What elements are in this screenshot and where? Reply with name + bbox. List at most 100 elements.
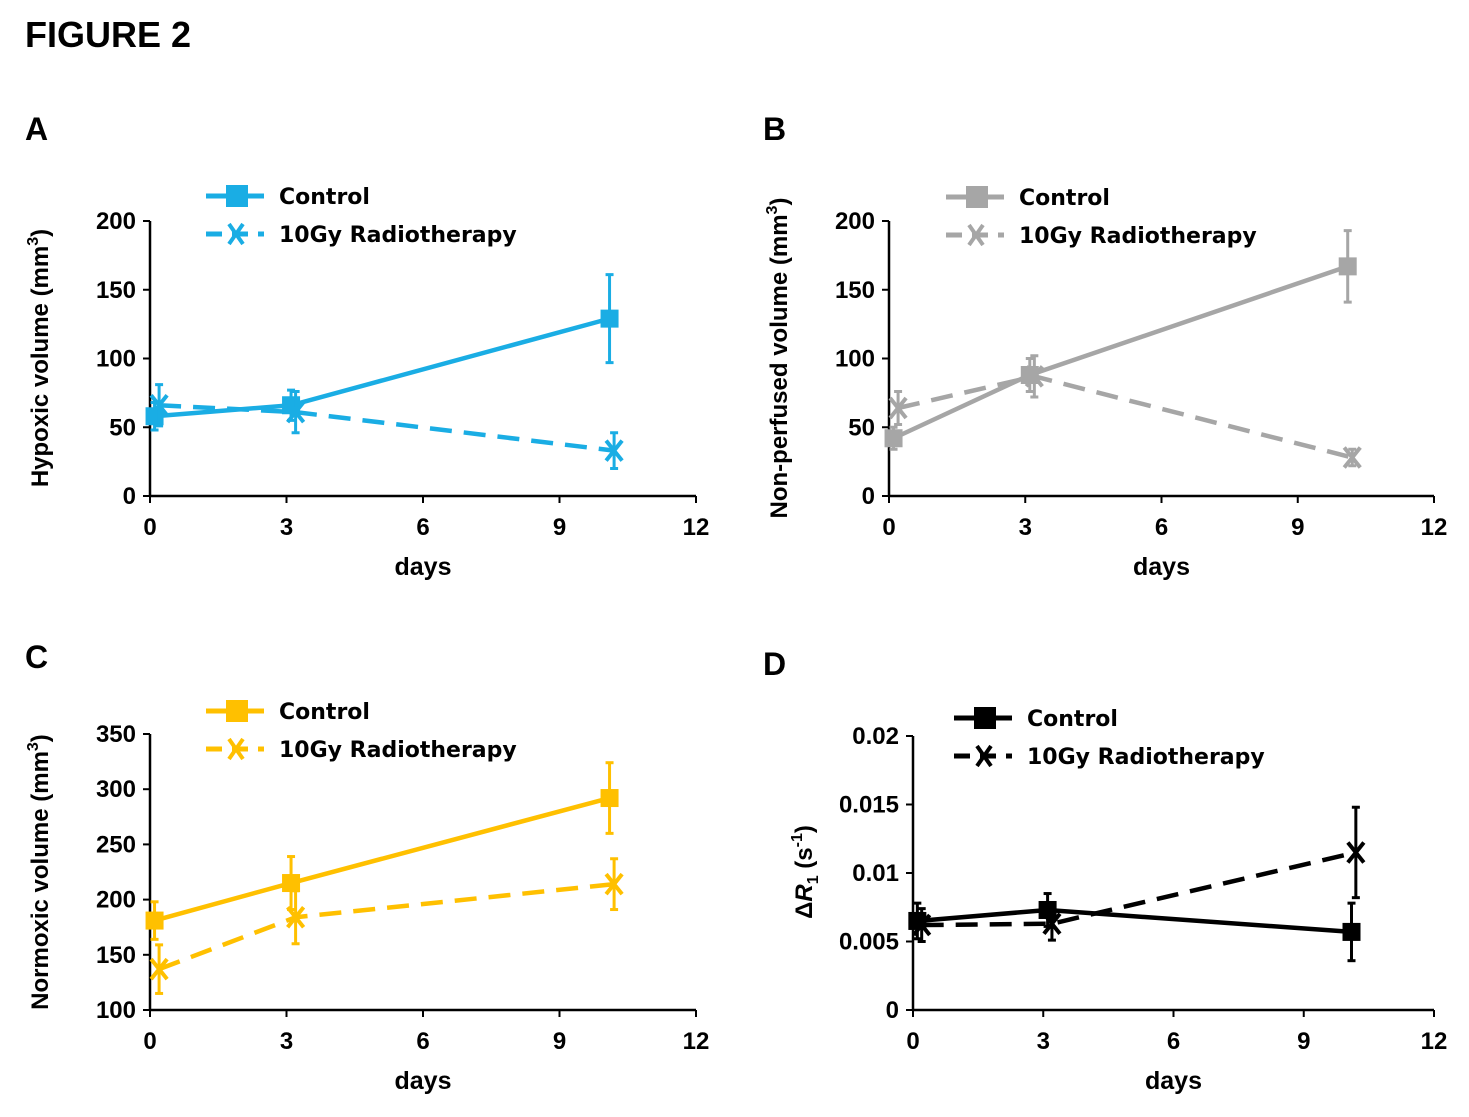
series-line bbox=[917, 907, 1352, 935]
legend-entry: 10Gy Radiotherapy bbox=[954, 744, 1265, 770]
data-point-x bbox=[1024, 365, 1044, 388]
legend-entry: 10Gy Radiotherapy bbox=[206, 737, 517, 763]
x-tick-label: 0 bbox=[143, 1028, 156, 1055]
y-tick-label: 0.005 bbox=[839, 929, 899, 956]
x-tick-label: 12 bbox=[1421, 1028, 1448, 1055]
data-point-square bbox=[600, 789, 619, 808]
data-point-square bbox=[145, 911, 164, 930]
legend-marker-square bbox=[966, 186, 988, 208]
x-tick-label: 3 bbox=[280, 1028, 293, 1055]
x-tick-label: 9 bbox=[1291, 514, 1304, 541]
legend-marker-square bbox=[974, 707, 996, 729]
y-axis-label: Normoxic volume (mm3) bbox=[25, 734, 54, 1010]
data-point-x bbox=[1346, 841, 1366, 864]
legend-label: Control bbox=[279, 185, 370, 210]
legend-entry: Control bbox=[206, 700, 370, 725]
x-axis-label: days bbox=[395, 553, 452, 581]
panel-label: B bbox=[763, 111, 786, 147]
y-tick-label: 200 bbox=[835, 208, 875, 235]
y-tick-label: 150 bbox=[96, 942, 136, 969]
data-point-x bbox=[604, 872, 624, 896]
series-radiotherapy bbox=[912, 805, 1366, 943]
y-tick-label: 50 bbox=[848, 414, 875, 441]
y-tick-label: 350 bbox=[96, 721, 136, 748]
data-point-x bbox=[286, 400, 306, 424]
y-tick-label: 100 bbox=[96, 346, 136, 373]
legend-label: 10Gy Radiotherapy bbox=[279, 738, 517, 763]
legend-entry: 10Gy Radiotherapy bbox=[946, 223, 1257, 249]
series-control bbox=[145, 761, 619, 941]
x-axis-label: days bbox=[1133, 553, 1190, 581]
panel-d: D 0 0.005 0.01 0.015 0.02 0 3 6 9 12 days ΔR1 (s-1) C… bbox=[763, 646, 1447, 1095]
legend-entry: Control bbox=[954, 707, 1118, 732]
legend-entry: 10Gy Radiotherapy bbox=[206, 222, 517, 248]
legend-label: Control bbox=[1027, 707, 1118, 732]
data-point-x bbox=[912, 913, 932, 937]
y-axis-label: Non-perfused volume (mm3) bbox=[764, 198, 793, 519]
panel-b: B 0 50 100 150 200 0 3 6 9 12 days Non-perfused volu… bbox=[763, 111, 1447, 581]
legend-label: Control bbox=[279, 700, 370, 725]
series-line bbox=[921, 850, 1357, 928]
series-radiotherapy bbox=[888, 354, 1362, 469]
data-point-x bbox=[149, 394, 169, 417]
y-tick-label: 0 bbox=[123, 483, 136, 510]
legend-label: Control bbox=[1019, 186, 1110, 211]
x-tick-label: 12 bbox=[683, 1028, 710, 1055]
x-tick-label: 6 bbox=[1167, 1028, 1180, 1055]
legend-label: 10Gy Radiotherapy bbox=[279, 223, 517, 248]
x-tick-label: 3 bbox=[280, 514, 293, 541]
y-tick-label: 0.02 bbox=[852, 723, 899, 750]
legend-entry: Control bbox=[206, 185, 370, 210]
y-tick-label: 150 bbox=[835, 277, 875, 304]
x-tick-label: 0 bbox=[906, 1028, 919, 1055]
series-line bbox=[154, 316, 611, 419]
data-point-square bbox=[600, 309, 619, 328]
y-tick-label: 300 bbox=[96, 776, 136, 803]
series-line bbox=[153, 795, 611, 923]
data-point-x bbox=[1042, 912, 1062, 935]
series-line bbox=[897, 374, 1353, 460]
panel-label: C bbox=[25, 639, 48, 675]
x-tick-label: 0 bbox=[143, 514, 156, 541]
data-point-square bbox=[1338, 257, 1357, 276]
panel-label: A bbox=[25, 111, 48, 147]
data-point-x bbox=[604, 439, 624, 462]
x-tick-label: 6 bbox=[416, 1028, 429, 1055]
y-tick-label: 100 bbox=[835, 346, 875, 373]
x-tick-label: 9 bbox=[553, 514, 566, 541]
y-tick-label: 200 bbox=[96, 208, 136, 235]
y-tick-label: 50 bbox=[109, 414, 136, 441]
y-tick-label: 200 bbox=[96, 887, 136, 914]
panel-label: D bbox=[763, 646, 786, 682]
x-axis-label: days bbox=[1145, 1067, 1202, 1095]
x-tick-label: 0 bbox=[882, 514, 895, 541]
series-radiotherapy bbox=[149, 383, 624, 470]
data-point-x bbox=[286, 906, 306, 929]
series-line bbox=[892, 264, 1349, 441]
series-control bbox=[884, 229, 1357, 451]
legend-marker-x bbox=[975, 744, 993, 768]
legend-marker-square bbox=[226, 185, 248, 207]
y-tick-label: 250 bbox=[96, 831, 136, 858]
y-tick-label: 0 bbox=[886, 997, 899, 1024]
series-line bbox=[158, 881, 615, 972]
panel-c: C 100 150 200 250 300 350 0 3 6 9 12 days Normoxic vo… bbox=[25, 639, 709, 1095]
x-tick-label: 12 bbox=[683, 514, 710, 541]
series-control bbox=[145, 273, 619, 432]
x-axis-label: days bbox=[395, 1067, 452, 1095]
y-tick-label: 0.01 bbox=[852, 860, 899, 887]
y-tick-label: 150 bbox=[96, 277, 136, 304]
legend-marker-square bbox=[226, 700, 248, 722]
legend-marker-x bbox=[967, 223, 985, 247]
x-tick-label: 3 bbox=[1019, 514, 1032, 541]
data-point-x bbox=[1342, 446, 1362, 469]
data-point-x bbox=[149, 957, 169, 981]
data-point-square bbox=[1342, 922, 1361, 941]
y-tick-label: 100 bbox=[96, 997, 136, 1024]
x-tick-label: 3 bbox=[1037, 1028, 1050, 1055]
x-tick-label: 6 bbox=[416, 514, 429, 541]
y-tick-label: 0 bbox=[862, 483, 875, 510]
x-tick-label: 9 bbox=[553, 1028, 566, 1055]
